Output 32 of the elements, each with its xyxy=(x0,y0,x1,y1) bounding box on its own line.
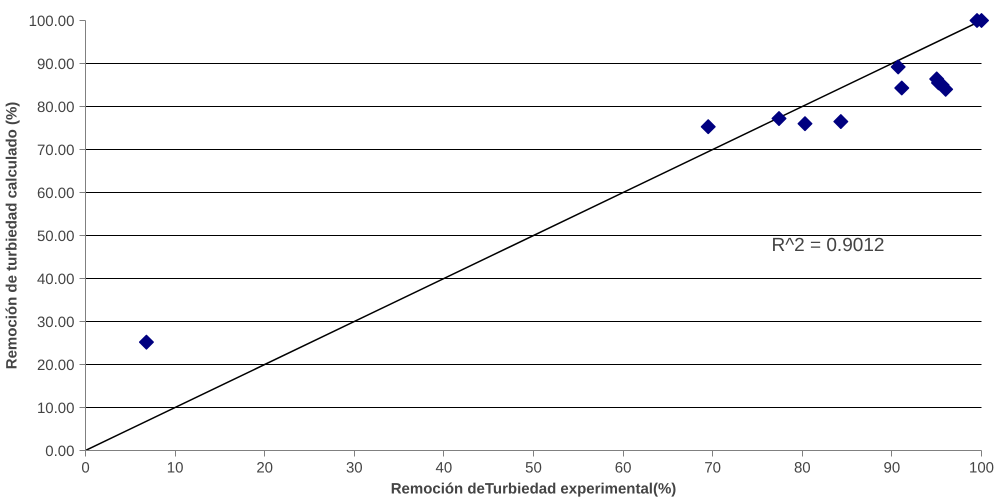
y-tick-label: 100.00 xyxy=(28,13,75,30)
y-tick-label: 60.00 xyxy=(36,185,75,202)
point xyxy=(833,114,848,130)
x-tick-label: 90 xyxy=(884,460,900,476)
x-tick-label: 20 xyxy=(256,460,274,476)
y-tick-label: 20.00 xyxy=(36,357,75,374)
x-tick-label: 60 xyxy=(614,460,632,476)
point xyxy=(894,80,910,96)
y-tick-label: 40.00 xyxy=(36,271,75,288)
x-tick-label: 30 xyxy=(346,460,363,476)
y-tick-label: 80.00 xyxy=(36,99,75,116)
x-tick-label: 80 xyxy=(794,460,811,476)
x-tick-label: 70 xyxy=(704,460,722,476)
y-axis-title: Remoción de turbiedad calculado (%) xyxy=(4,102,21,370)
y-tick-label: 90.00 xyxy=(36,56,75,73)
point xyxy=(700,119,716,134)
x-tick-label: 10 xyxy=(166,460,184,476)
x-tick-label: 0 xyxy=(81,460,90,476)
y-tick-label: 0.00 xyxy=(45,443,75,460)
x-tick-label: 100 xyxy=(968,460,994,476)
y-tick-label: 30.00 xyxy=(36,314,75,331)
point xyxy=(890,59,906,75)
y-tick-label: 10.00 xyxy=(36,400,75,417)
x-tick-label: 50 xyxy=(525,460,542,476)
y-tick-label: 70.00 xyxy=(36,142,75,159)
x-axis-title: Remoción deTurbiedad experimental(%) xyxy=(390,480,676,498)
x-tick-label: 40 xyxy=(436,460,452,476)
point xyxy=(771,110,787,126)
point xyxy=(138,334,154,350)
point xyxy=(797,116,813,132)
annotation: R^2 = 0.9012 xyxy=(772,235,884,256)
y-tick-label: 50.00 xyxy=(36,228,75,245)
